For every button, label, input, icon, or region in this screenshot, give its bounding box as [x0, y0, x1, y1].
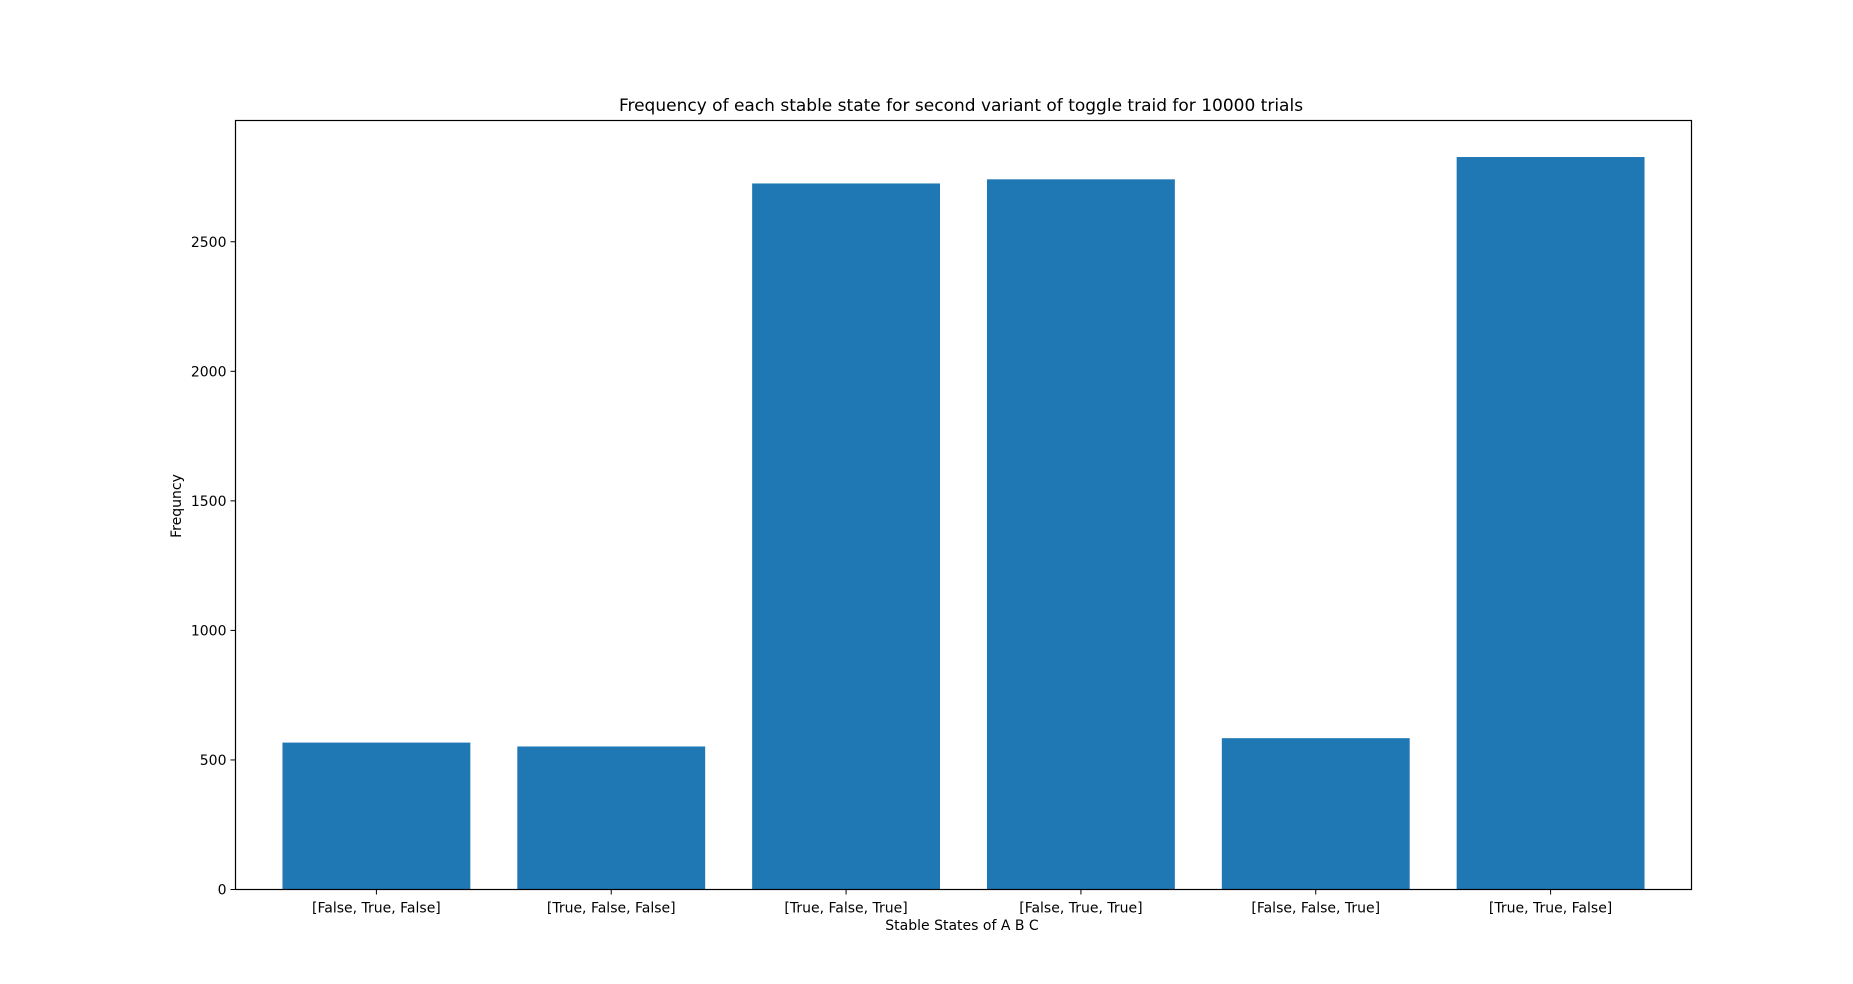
y-tick-label: 0: [218, 883, 227, 899]
x-tick-label: [False, False, True]: [1251, 901, 1380, 917]
bar: [1456, 157, 1645, 890]
bar-series: [282, 157, 1645, 890]
bar: [282, 742, 471, 890]
y-tick-label: 2500: [191, 235, 227, 251]
bar: [752, 183, 941, 890]
x-tick-label: [True, False, True]: [784, 901, 907, 917]
y-tick-label: 500: [200, 753, 227, 769]
bar: [1221, 738, 1410, 890]
bar: [517, 746, 706, 890]
x-axis-ticks: [False, True, False] [True, False, False]…: [312, 889, 1612, 917]
x-tick-label: [False, True, True]: [1019, 901, 1142, 917]
x-tick-label: [True, False, False]: [547, 901, 676, 917]
y-tick-label: 1000: [191, 623, 227, 639]
chart-title: Frequency of each stable state for secon…: [619, 96, 1303, 116]
y-tick-label: 1500: [191, 494, 227, 510]
y-axis-label: Frequncy: [169, 474, 185, 538]
plot-frame: [234, 119, 1693, 891]
x-tick-label: [True, True, False]: [1489, 901, 1612, 917]
y-tick-label: 2000: [191, 364, 227, 380]
x-axis-label: Stable States of A B C: [885, 918, 1039, 934]
y-axis-ticks: 0 500 1000 1500 2000 2500: [191, 235, 236, 899]
bar: [986, 179, 1175, 890]
x-tick-label: [False, True, False]: [312, 901, 441, 917]
